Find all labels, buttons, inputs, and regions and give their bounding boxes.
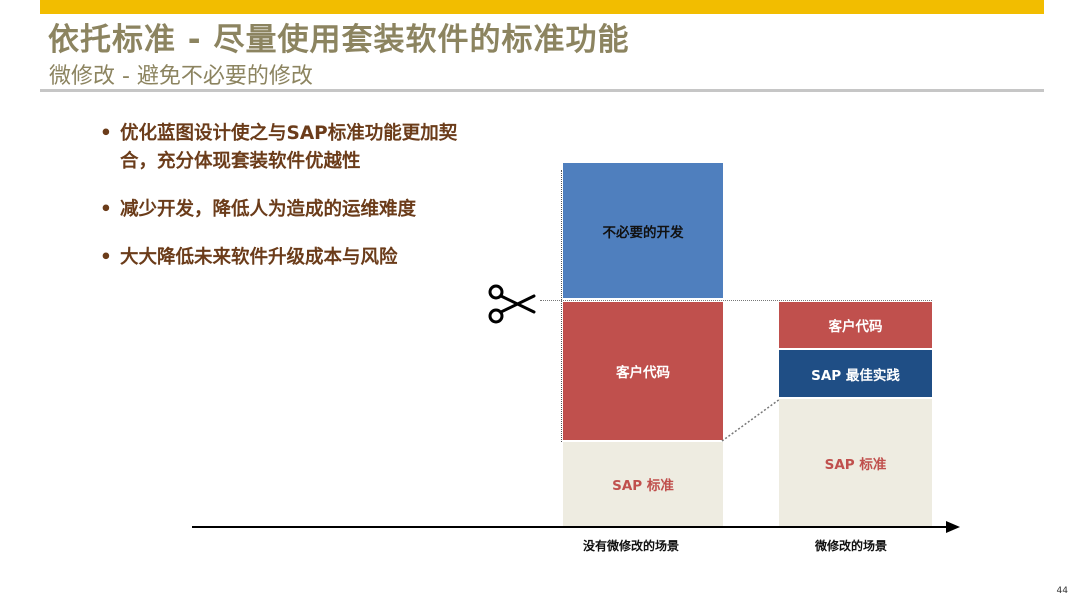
bullet-item: • 大大降低未来软件升级成本与风险 (98, 244, 458, 272)
block-label: 不必要的开发 (602, 224, 684, 241)
block-sap-standard-right: SAP 标准 (779, 399, 932, 526)
page-number: 44 (1056, 586, 1068, 596)
bullet-text: 减少开发，降低人为造成的运维难度 (120, 199, 417, 220)
x-axis-line (192, 526, 950, 528)
bullet-dot-icon: • (100, 199, 112, 220)
block-label: 客户代码 (828, 319, 883, 335)
block-sap-best-practice: SAP 最佳实践 (779, 350, 932, 397)
bullet-dot-icon: • (100, 247, 112, 268)
bullet-dot-icon: • (100, 123, 112, 144)
top-accent-bar (40, 0, 1044, 14)
scenario-label-left: 没有微修改的场景 (583, 539, 680, 553)
block-sap-standard-left: SAP 标准 (563, 442, 723, 526)
cut-line (540, 300, 932, 301)
slide-title: 依托标准 - 尽量使用套装软件的标准功能 (48, 22, 630, 58)
connector-dotted-line (721, 398, 781, 442)
block-label: 客户代码 (616, 365, 670, 381)
block-label: SAP 标准 (612, 478, 674, 494)
bullet-text: 优化蓝图设计使之与SAP标准功能更加契合，充分体现套装软件优越性 (120, 123, 458, 172)
title-divider (40, 89, 1044, 92)
scissors-icon (486, 282, 536, 330)
block-customer-code-right: 客户代码 (779, 302, 932, 348)
slide-subtitle: 微修改 - 避免不必要的修改 (49, 64, 313, 89)
scenario-label-right: 微修改的场景 (815, 539, 888, 553)
block-customer-code-left: 客户代码 (563, 302, 723, 440)
bullet-item: • 减少开发，降低人为造成的运维难度 (98, 196, 458, 224)
bullet-item: • 优化蓝图设计使之与SAP标准功能更加契合，充分体现套装软件优越性 (98, 120, 458, 176)
block-unnecessary-dev: 不必要的开发 (563, 163, 723, 298)
bullet-list: • 优化蓝图设计使之与SAP标准功能更加契合，充分体现套装软件优越性 • 减少开… (98, 120, 458, 292)
left-dotted-edge (561, 170, 562, 442)
bullet-text: 大大降低未来软件升级成本与风险 (120, 247, 398, 268)
axis-arrow-icon (946, 521, 960, 533)
block-label: SAP 最佳实践 (811, 367, 900, 384)
block-label: SAP 标准 (824, 456, 887, 473)
